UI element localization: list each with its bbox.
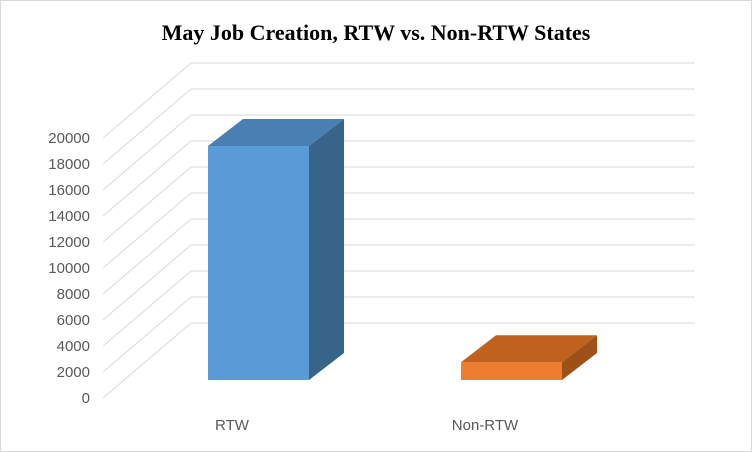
y-tick-label: 0 xyxy=(82,390,90,407)
gridline-side xyxy=(102,296,192,373)
y-tick-label: 16000 xyxy=(48,182,90,199)
y-tick-label: 2000 xyxy=(57,364,90,381)
x-category-label: Non-RTW xyxy=(452,417,519,434)
bar-non-rtw-front xyxy=(461,362,562,380)
y-tick-label: 18000 xyxy=(48,156,90,173)
y-tick-label: 12000 xyxy=(48,234,90,251)
gridline-side xyxy=(102,244,192,321)
bar-non-rtw-side xyxy=(562,335,597,380)
gridline-side xyxy=(102,192,192,269)
gridline-side xyxy=(102,88,192,165)
bar-rtw-front xyxy=(208,146,309,380)
gridline-side xyxy=(102,270,192,347)
gridline-side xyxy=(102,140,192,217)
gridline-side xyxy=(102,114,192,191)
gridline-side xyxy=(102,322,192,399)
y-tick-label: 4000 xyxy=(57,338,90,355)
y-tick-label: 20000 xyxy=(48,130,90,147)
y-tick-label: 6000 xyxy=(57,312,90,329)
bar-non-rtw-top xyxy=(461,335,597,363)
gridline-side xyxy=(102,218,192,295)
bar-rtw-side xyxy=(309,119,344,380)
bar-rtw-top xyxy=(208,119,344,146)
y-tick-label: 8000 xyxy=(57,286,90,303)
x-category-label: RTW xyxy=(215,417,250,434)
gridline-side xyxy=(102,62,192,139)
chart-title: May Job Creation, RTW vs. Non-RTW States xyxy=(161,20,591,45)
y-tick-label: 10000 xyxy=(48,260,90,277)
y-tick-label: 14000 xyxy=(48,208,90,225)
gridline-side xyxy=(102,166,192,243)
